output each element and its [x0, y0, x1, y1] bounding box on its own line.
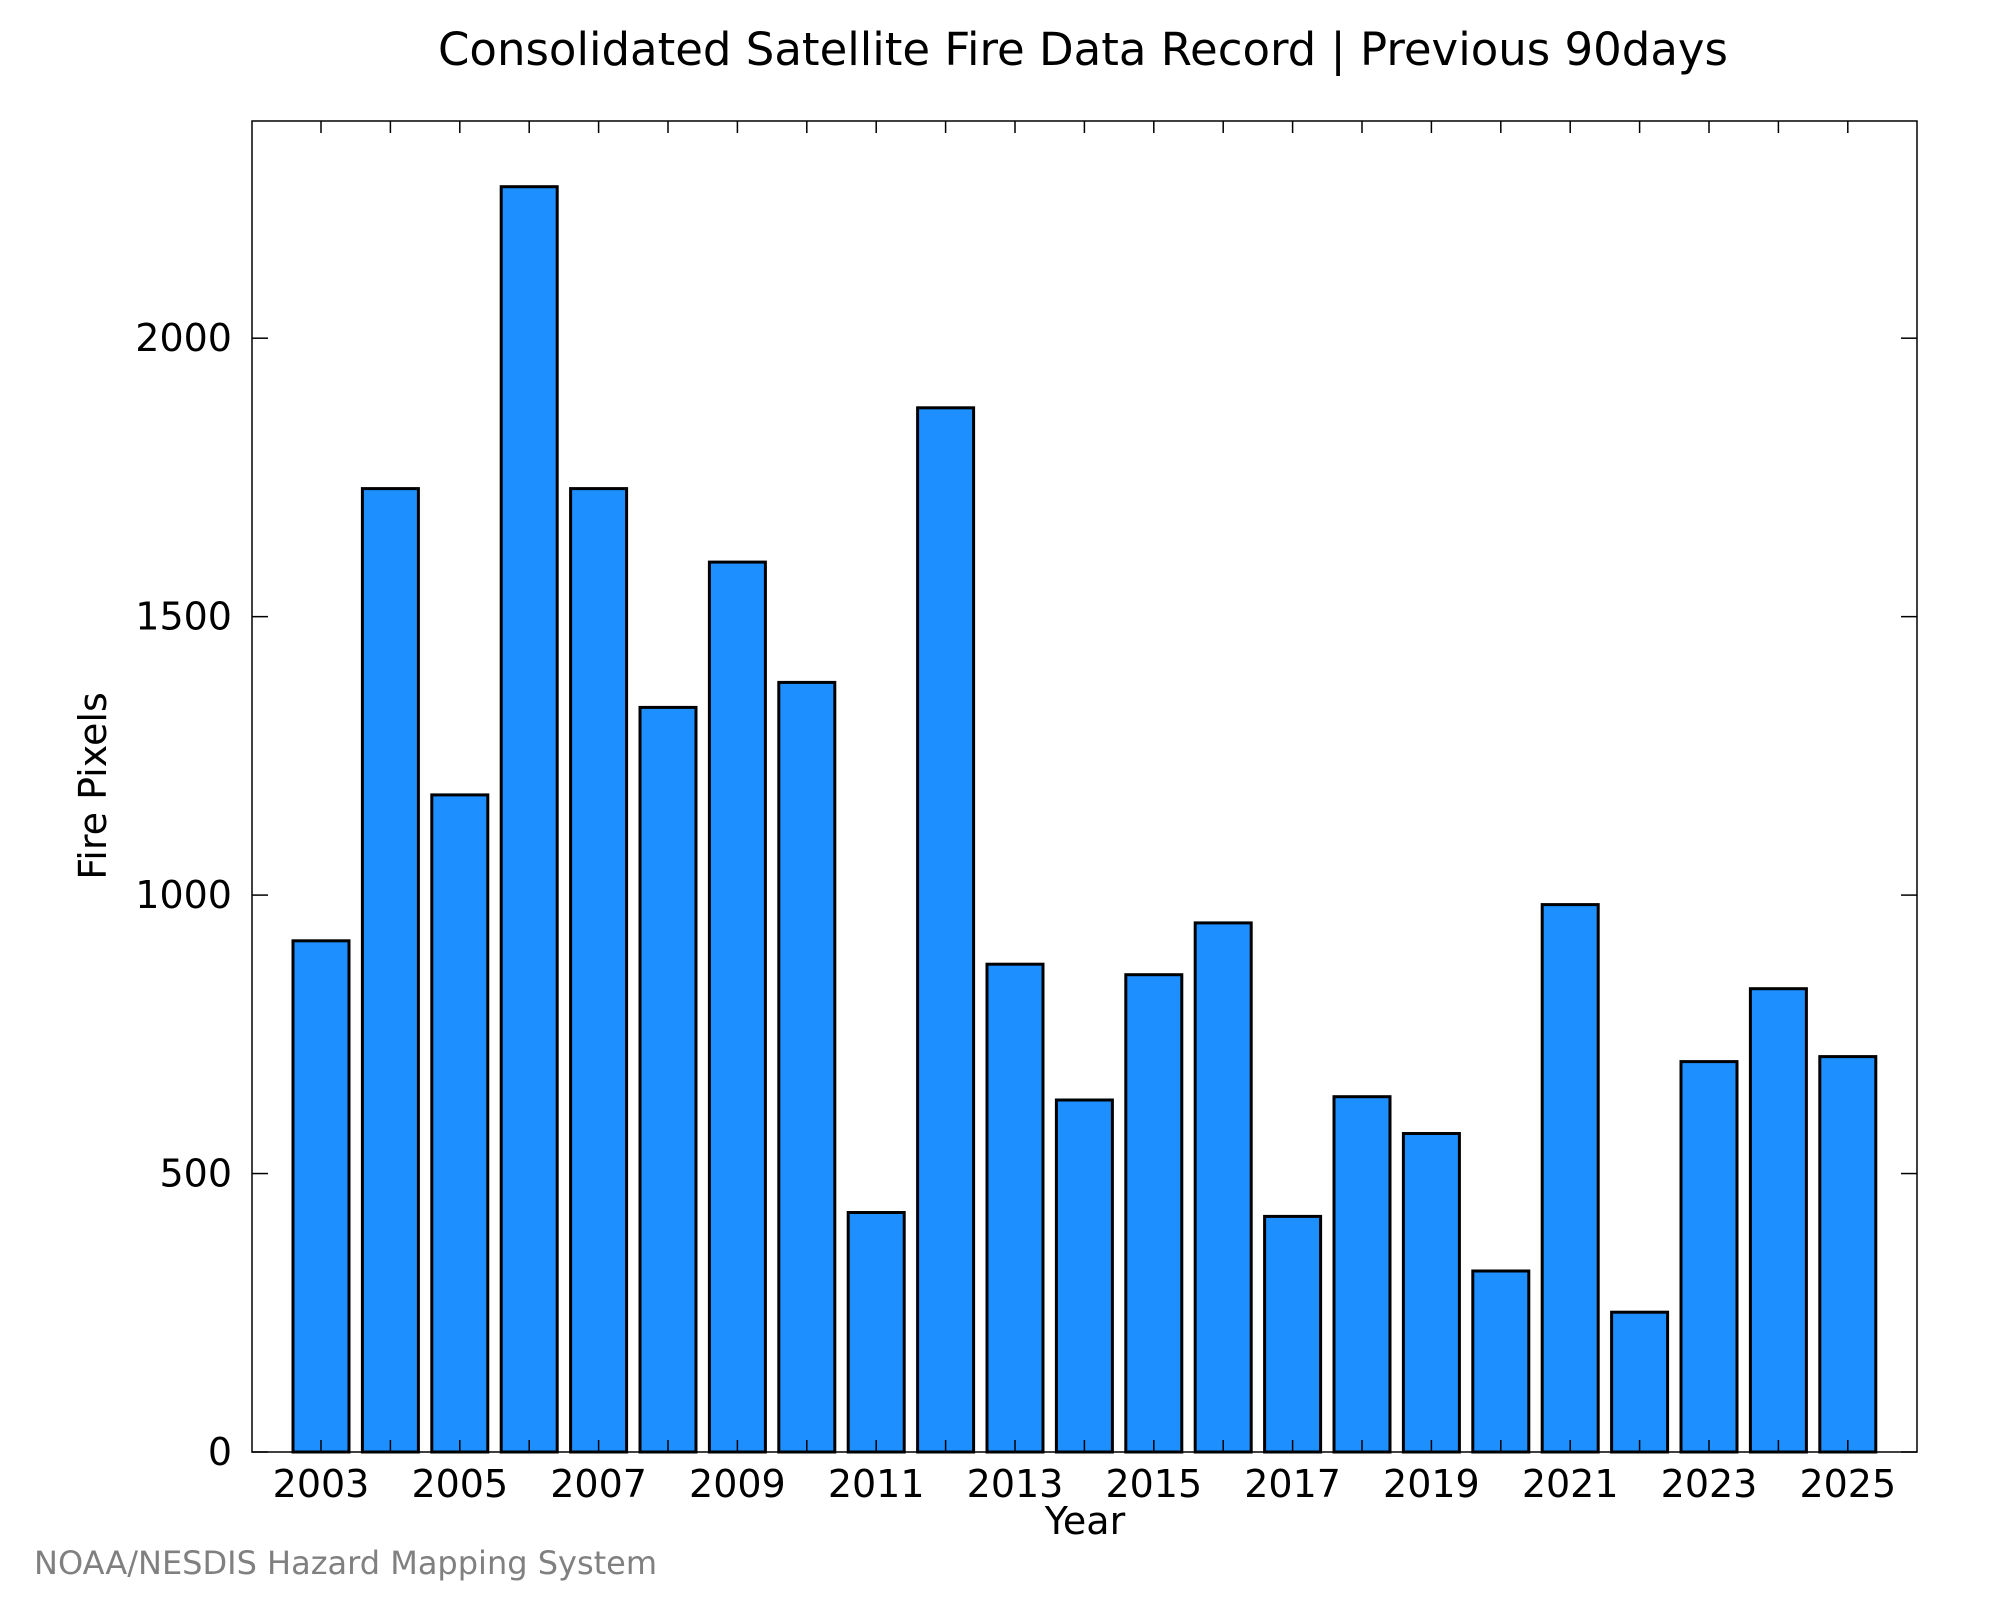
x-tick-label: 2021: [1522, 1462, 1619, 1506]
y-axis-label: Fire Pixels: [71, 692, 115, 880]
x-tick-label: 2013: [967, 1462, 1064, 1506]
bar-2015: [1124, 973, 1184, 1454]
x-tick-label: 2019: [1383, 1462, 1480, 1506]
x-tick-label: 2003: [273, 1462, 370, 1506]
bar-2024: [1748, 987, 1808, 1454]
bar-2025: [1818, 1055, 1878, 1454]
x-tick-label: 2015: [1105, 1462, 1202, 1506]
bar-2018: [1332, 1095, 1392, 1454]
bar-2012: [916, 406, 976, 1454]
bar-group: [291, 185, 1878, 1454]
x-tick-label: 2023: [1661, 1462, 1758, 1506]
bar-2013: [985, 962, 1045, 1454]
x-axis-label: Year: [1044, 1499, 1126, 1543]
bar-2007: [569, 487, 629, 1454]
bar-2017: [1263, 1214, 1323, 1454]
x-tick-labels: 2003 2005 2007 2009 2011 2013 2015 2017 2019 2021…: [273, 1462, 1897, 1506]
y-tick-label: 1000: [135, 873, 232, 917]
credit-text: NOAA/NESDIS Hazard Mapping System: [34, 1544, 657, 1582]
y-tick-label: 2000: [135, 316, 232, 360]
x-tick-label: 2017: [1244, 1462, 1341, 1506]
bar-2023: [1679, 1060, 1739, 1454]
bar-2022: [1610, 1310, 1670, 1454]
y-tick-label: 500: [159, 1152, 232, 1196]
bar-2008: [638, 705, 698, 1454]
bar-2020: [1471, 1269, 1531, 1454]
plot-frame: [251, 120, 1918, 1453]
bar-2005: [430, 793, 490, 1454]
x-tick-label: 2011: [828, 1462, 925, 1506]
bar-2011: [846, 1211, 906, 1454]
bar-2014: [1054, 1098, 1114, 1454]
x-tick-label: 2025: [1799, 1462, 1896, 1506]
y-tick-label: 0: [208, 1430, 232, 1474]
x-tick-label: 2005: [411, 1462, 508, 1506]
bar-2016: [1193, 921, 1253, 1454]
bar-2009: [707, 560, 767, 1454]
y-tick-labels: 0 500 1000 1500 2000: [135, 316, 232, 1474]
bar-2021: [1540, 903, 1600, 1454]
bar-2004: [360, 487, 420, 1454]
x-tick-label: 2009: [689, 1462, 786, 1506]
bar-2019: [1401, 1132, 1461, 1454]
bar-2010: [777, 680, 837, 1454]
x-tick-label: 2007: [550, 1462, 647, 1506]
chart-title: Consolidated Satellite Fire Data Record …: [438, 23, 1728, 76]
bar-2003: [291, 939, 351, 1454]
y-tick-label: 1500: [135, 595, 232, 639]
bar-2006: [499, 185, 559, 1454]
